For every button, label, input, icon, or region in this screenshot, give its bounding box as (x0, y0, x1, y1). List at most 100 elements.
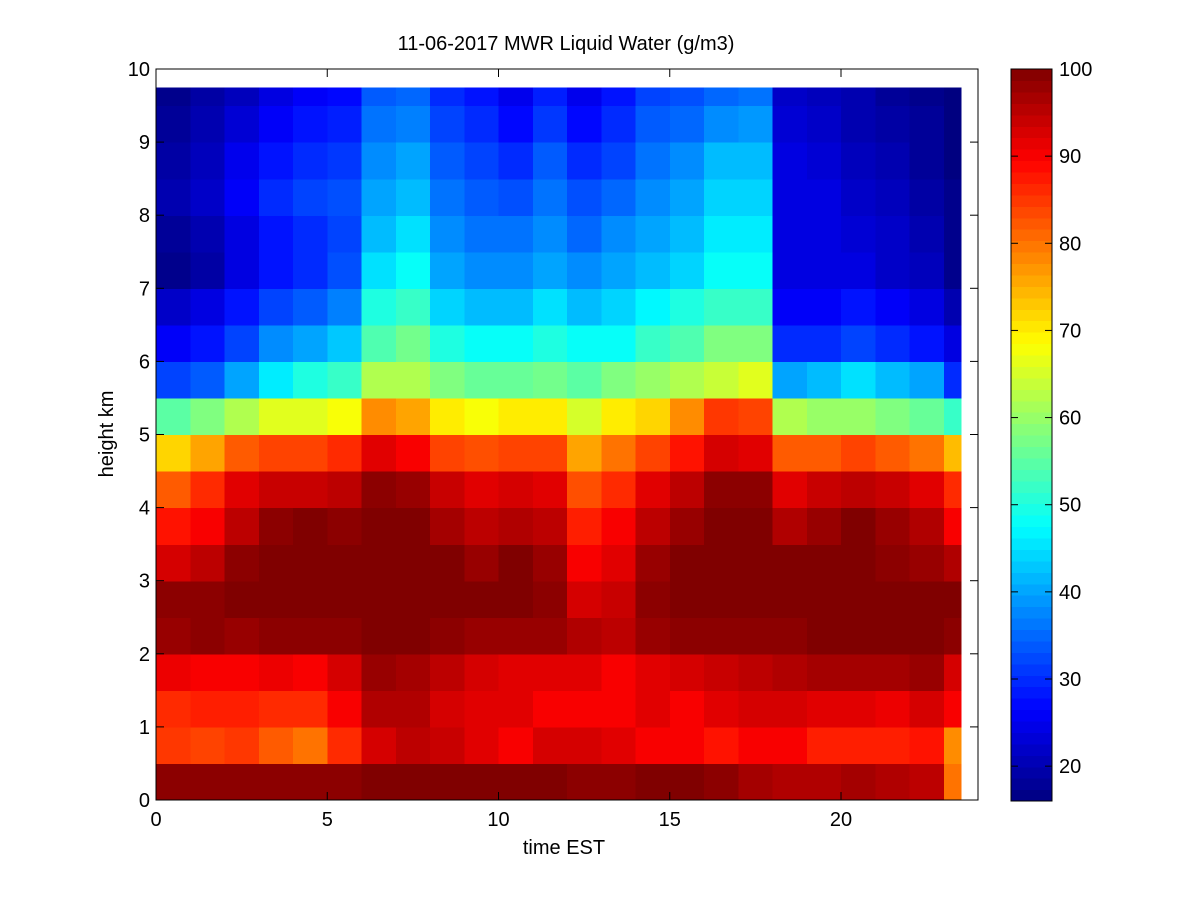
heatmap-cell (327, 580, 363, 618)
heatmap-cell (464, 397, 500, 436)
heatmap-cell (156, 763, 191, 801)
colorbar-swatch (1011, 766, 1052, 779)
heatmap-cell (190, 215, 226, 253)
heatmap-cell (875, 324, 911, 362)
x-tick-label: 5 (322, 809, 333, 831)
heatmap-cell (704, 324, 739, 362)
heatmap-cell (943, 288, 962, 326)
colorbar-swatch (1011, 549, 1052, 562)
colorbar-frame (1010, 68, 1053, 802)
heatmap-cell (293, 142, 328, 180)
heatmap-cell (293, 507, 328, 545)
heatmap-cell (190, 251, 226, 289)
y-tick-label: 7 (139, 278, 150, 300)
heatmap-cell (190, 361, 226, 399)
heatmap-cell (841, 617, 876, 655)
heatmap-cell (498, 544, 534, 582)
heatmap-cell (190, 324, 226, 362)
heatmap-cell (806, 544, 842, 582)
colorbar-swatch (1011, 103, 1052, 116)
heatmap-cell (361, 434, 397, 472)
heatmap-cell (909, 544, 945, 582)
colorbar-tick-label: 80 (1059, 233, 1081, 255)
heatmap-cell (772, 434, 808, 472)
y-tick-label: 1 (139, 717, 150, 739)
heatmap-cell (498, 142, 534, 180)
colorbar-swatch (1011, 686, 1052, 699)
heatmap-cell (498, 105, 534, 143)
heatmap-cell (738, 215, 774, 253)
heatmap-cell (875, 507, 911, 545)
colorbar-swatch (1011, 171, 1052, 184)
heatmap-cell (601, 434, 637, 472)
x-tick-label: 10 (487, 809, 509, 831)
heatmap-cell (327, 251, 363, 289)
heatmap-cell (704, 215, 739, 253)
heatmap-cell (190, 434, 226, 472)
heatmap-cell (327, 105, 363, 143)
heatmap-cell (361, 397, 397, 436)
heatmap-cell (669, 434, 705, 472)
heatmap-cell (567, 251, 602, 289)
heatmap-cell (909, 215, 945, 253)
heatmap-cell (635, 763, 671, 801)
colorbar-swatch (1011, 320, 1052, 333)
heatmap-cells (156, 87, 962, 801)
heatmap-cell (635, 397, 671, 436)
heatmap-cell (224, 251, 260, 289)
colorbar-swatch (1011, 675, 1052, 688)
heatmap-cell (772, 178, 808, 216)
heatmap-cell (738, 105, 774, 143)
heatmap-cell (293, 763, 328, 801)
heatmap-cell (567, 361, 602, 399)
heatmap-cell (532, 726, 568, 765)
heatmap-cell (258, 726, 294, 765)
heatmap-cell (772, 251, 808, 289)
colorbar-swatch (1011, 69, 1052, 82)
heatmap-cell (772, 726, 808, 765)
heatmap-cell (841, 288, 876, 326)
heatmap-cell (806, 105, 842, 143)
heatmap-cell (293, 544, 328, 582)
heatmap-cell (567, 397, 602, 436)
heatmap-cell (943, 397, 962, 436)
heatmap-cell (156, 105, 191, 143)
heatmap-cell (327, 434, 363, 472)
colorbar-swatch (1011, 183, 1052, 196)
heatmap-cell (532, 434, 568, 472)
heatmap-cell (327, 653, 363, 691)
colorbar-swatch (1011, 526, 1052, 539)
heatmap-cell (498, 617, 534, 655)
heatmap-cell (669, 361, 705, 399)
heatmap-cell (293, 617, 328, 655)
heatmap-cell (806, 617, 842, 655)
heatmap-cell (327, 215, 363, 253)
heatmap-cell (395, 580, 431, 618)
heatmap-cell (669, 87, 705, 107)
heatmap-cell (669, 251, 705, 289)
heatmap-cell (156, 215, 191, 253)
heatmap-cell (293, 726, 328, 765)
colorbar-swatch (1011, 469, 1052, 482)
heatmap-cell (327, 87, 363, 107)
heatmap-cell (327, 690, 363, 728)
heatmap-cell (567, 726, 602, 765)
colorbar-swatch (1011, 537, 1052, 550)
y-tick-label: 0 (139, 790, 150, 812)
heatmap-cell (532, 178, 568, 216)
colorbar-swatch (1011, 446, 1052, 459)
heatmap-cell (190, 87, 226, 107)
y-tick-label: 4 (139, 498, 150, 520)
heatmap-cell (601, 726, 637, 765)
colorbar-swatch (1011, 354, 1052, 367)
heatmap-cell (498, 690, 534, 728)
heatmap-cell (498, 251, 534, 289)
heatmap-cell (704, 397, 739, 436)
heatmap-cell (156, 251, 191, 289)
heatmap-cell (224, 324, 260, 362)
heatmap-cell (190, 288, 226, 326)
heatmap-cell (156, 361, 191, 399)
heatmap-cell (669, 178, 705, 216)
heatmap-cell (156, 434, 191, 472)
heatmap-cell (601, 617, 637, 655)
